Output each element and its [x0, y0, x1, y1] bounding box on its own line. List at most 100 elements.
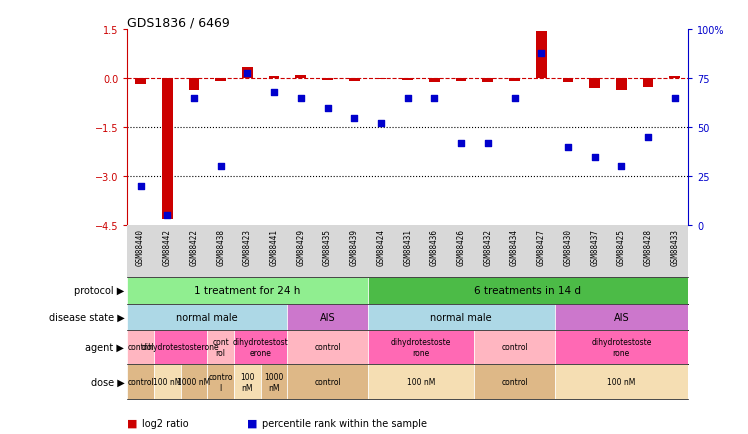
Text: GSM88422: GSM88422 [189, 228, 198, 265]
Bar [643, 79, 654, 87]
Bar [367, 330, 474, 365]
Text: AIS: AIS [613, 312, 629, 322]
Text: GSM88442: GSM88442 [163, 228, 172, 265]
Bar [154, 365, 180, 399]
Bar [180, 365, 207, 399]
Text: GSM88435: GSM88435 [323, 228, 332, 265]
Text: AIS: AIS [319, 312, 335, 322]
Text: GSM88434: GSM88434 [510, 228, 519, 265]
Point [589, 154, 601, 161]
Text: agent ▶: agent ▶ [85, 342, 124, 352]
Bar [234, 330, 287, 365]
Bar [375, 79, 386, 80]
Bar [295, 76, 306, 79]
Bar [562, 79, 573, 83]
Bar [234, 365, 261, 399]
Bar [367, 365, 474, 399]
Text: 1 treatment for 24 h: 1 treatment for 24 h [194, 286, 301, 296]
Text: 1000 nM: 1000 nM [177, 378, 211, 386]
Text: GSM88426: GSM88426 [456, 228, 465, 265]
Point [509, 95, 521, 102]
Point [295, 95, 307, 102]
Text: dose ▶: dose ▶ [91, 377, 124, 387]
Bar [127, 365, 154, 399]
Text: GSM88437: GSM88437 [590, 228, 599, 265]
Point [669, 95, 681, 102]
Text: dihydrotestost
erone: dihydrotestost erone [233, 338, 289, 357]
Bar [188, 79, 199, 91]
Text: GSM88433: GSM88433 [670, 228, 679, 265]
Bar [207, 365, 234, 399]
Bar [162, 79, 173, 219]
Point [215, 164, 227, 171]
Text: ■: ■ [127, 418, 138, 428]
Point [642, 134, 654, 141]
Bar [287, 330, 367, 365]
Bar [127, 304, 287, 330]
Bar [242, 68, 253, 79]
Text: GSM88424: GSM88424 [376, 228, 385, 265]
Bar [474, 365, 554, 399]
Text: normal male: normal male [430, 312, 492, 322]
Text: control: control [127, 343, 154, 352]
Text: GSM88427: GSM88427 [537, 228, 546, 265]
Text: 100
nM: 100 nM [240, 372, 254, 391]
Bar [269, 77, 280, 79]
Bar [367, 278, 688, 304]
Text: disease state ▶: disease state ▶ [49, 312, 124, 322]
Bar [322, 79, 333, 81]
Bar [349, 79, 360, 82]
Bar [429, 79, 440, 82]
Bar [261, 365, 287, 399]
Text: control: control [501, 343, 528, 352]
Text: 100 nM: 100 nM [407, 378, 435, 386]
Bar [215, 79, 226, 82]
Text: GDS1836 / 6469: GDS1836 / 6469 [127, 16, 230, 29]
Bar [482, 79, 493, 82]
Text: control: control [127, 378, 154, 386]
Text: GSM88439: GSM88439 [350, 228, 359, 265]
Bar [287, 365, 367, 399]
Point [482, 140, 494, 147]
Bar [207, 330, 234, 365]
Point [242, 70, 254, 77]
Text: GSM88438: GSM88438 [216, 228, 225, 265]
Text: control: control [314, 343, 341, 352]
Text: normal male: normal male [177, 312, 238, 322]
Text: 1000
nM: 1000 nM [264, 372, 283, 391]
Bar [402, 79, 413, 81]
Text: protocol ▶: protocol ▶ [74, 286, 124, 296]
Bar [589, 79, 600, 88]
Text: log2 ratio: log2 ratio [142, 418, 188, 428]
Text: GSM88430: GSM88430 [563, 228, 572, 265]
Point [135, 183, 147, 190]
Bar [536, 32, 547, 79]
Text: ■: ■ [247, 418, 257, 428]
Text: control: control [314, 378, 341, 386]
Text: dihydrotestosterone: dihydrotestosterone [142, 343, 219, 352]
Text: 6 treatments in 14 d: 6 treatments in 14 d [474, 286, 581, 296]
Text: percentile rank within the sample: percentile rank within the sample [262, 418, 427, 428]
Bar [474, 330, 554, 365]
Text: GSM88440: GSM88440 [136, 228, 145, 265]
Point [562, 144, 574, 151]
Text: GSM88423: GSM88423 [243, 228, 252, 265]
Bar [554, 304, 688, 330]
Text: cont
rol: cont rol [212, 338, 229, 357]
Point [616, 164, 628, 171]
Bar [669, 76, 680, 79]
Point [162, 212, 174, 219]
Bar [554, 330, 688, 365]
Point [429, 95, 441, 102]
Text: contro
l: contro l [209, 372, 233, 391]
Text: GSM88425: GSM88425 [617, 228, 626, 265]
Bar [509, 79, 520, 82]
Bar [154, 330, 207, 365]
Bar [135, 79, 146, 85]
Text: 100 nM: 100 nM [607, 378, 636, 386]
Text: GSM88432: GSM88432 [483, 228, 492, 265]
Bar [456, 79, 467, 82]
Point [402, 95, 414, 102]
Point [322, 105, 334, 112]
Text: GSM88431: GSM88431 [403, 228, 412, 265]
